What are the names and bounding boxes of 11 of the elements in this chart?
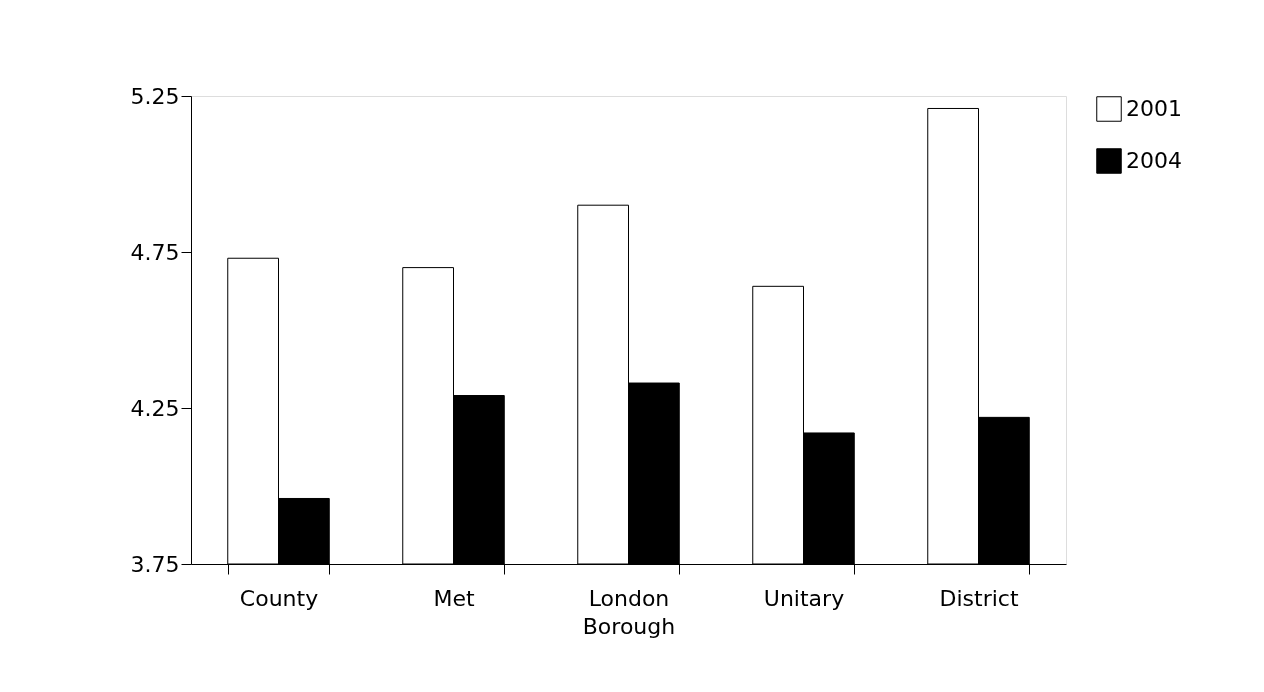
y-tick-label: 5.25 (130, 83, 180, 109)
y-tick-label: 3.75 (130, 551, 180, 577)
x-tick-label: District (939, 585, 1019, 611)
x-tick-label: County (239, 585, 319, 611)
x-tick-label: London Borough (582, 585, 676, 639)
legend-label: 2001 (1126, 96, 1182, 121)
y-tick-label: 4.75 (130, 239, 180, 265)
x-tick-label: Unitary (763, 585, 845, 611)
y-tick-label: 4.25 (130, 395, 180, 421)
x-tick-label: Met (433, 585, 475, 611)
legend-label: 2004 (1126, 148, 1182, 173)
